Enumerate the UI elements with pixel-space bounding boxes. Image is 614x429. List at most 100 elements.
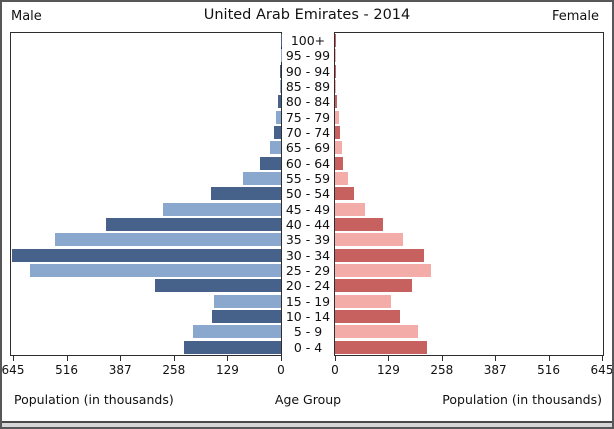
male-bar-row xyxy=(11,340,281,355)
male-bar-row xyxy=(11,171,281,186)
female-bar xyxy=(335,325,418,339)
female-bar-row xyxy=(335,278,603,293)
female-bar xyxy=(335,310,400,324)
axis-tick-label: 516 xyxy=(537,363,561,377)
axis-tick-label: 0 xyxy=(331,363,339,377)
female-bar xyxy=(335,218,384,232)
axis-tick xyxy=(120,356,122,361)
age-group-label: 100+ xyxy=(290,33,326,48)
male-bar-row xyxy=(11,309,281,324)
axis-tick-label: 645 xyxy=(590,363,614,377)
axis-tick-label: 645 xyxy=(1,363,25,377)
age-group-label: 30 - 34 xyxy=(285,247,331,263)
female-bar-row xyxy=(335,248,603,263)
male-bar-row xyxy=(11,33,281,48)
axis-tick-label: 129 xyxy=(376,363,400,377)
age-group-label: 55 - 59 xyxy=(285,170,331,186)
male-bar xyxy=(279,80,281,94)
female-bar xyxy=(335,248,424,262)
male-bar xyxy=(212,310,281,324)
axis-tick xyxy=(66,356,68,361)
male-bar-row xyxy=(11,125,281,140)
axis-tick-label: 516 xyxy=(55,363,79,377)
male-bar-row xyxy=(11,156,281,171)
female-axis-label: Population (in thousands) xyxy=(442,392,602,407)
axis-tick xyxy=(548,356,550,361)
male-bar xyxy=(193,325,281,339)
axis-tick-label: 129 xyxy=(215,363,239,377)
female-bar-row xyxy=(335,171,603,186)
female-bar-row xyxy=(335,156,603,171)
male-bar xyxy=(278,95,281,109)
age-group-label: 90 - 94 xyxy=(285,63,331,79)
age-group-label: 50 - 54 xyxy=(285,186,331,202)
female-bar xyxy=(335,294,391,308)
male-panel xyxy=(10,32,282,356)
male-bar xyxy=(214,294,281,308)
male-bar-row xyxy=(11,324,281,339)
male-bar xyxy=(280,64,281,78)
axis-tick xyxy=(281,356,282,361)
female-bar xyxy=(335,233,404,247)
female-bar xyxy=(335,187,355,201)
chart-bottom-edge xyxy=(0,421,614,423)
female-bar-row xyxy=(335,33,603,48)
female-bar-row xyxy=(335,202,603,217)
age-group-label: 95 - 99 xyxy=(285,48,331,64)
age-group-labels: 100+ 95 - 99 90 - 94 85 - 89 80 - 84 75 - 79 7… xyxy=(282,32,334,356)
axis-tick xyxy=(441,356,443,361)
male-bar xyxy=(242,172,281,186)
axis-tick xyxy=(173,356,175,361)
male-bar xyxy=(210,187,281,201)
male-bar xyxy=(183,340,281,354)
axis-tick-label: 387 xyxy=(483,363,507,377)
age-group-label: 35 - 39 xyxy=(285,232,331,248)
chart-title: United Arab Emirates - 2014 xyxy=(203,7,411,23)
female-bar xyxy=(335,172,349,186)
axis-tick xyxy=(602,356,603,361)
age-group-label: 10 - 14 xyxy=(285,308,331,324)
age-group-label: 65 - 69 xyxy=(285,140,331,156)
female-bar xyxy=(335,126,341,140)
female-bar xyxy=(335,340,428,354)
female-bar-row xyxy=(335,309,603,324)
axis-tick xyxy=(335,356,336,361)
female-bar-row xyxy=(335,324,603,339)
female-bar xyxy=(335,141,342,155)
male-bar xyxy=(163,202,281,216)
age-group-label: 45 - 49 xyxy=(285,201,331,217)
male-bar xyxy=(105,218,281,232)
age-group-label: 0 - 4 xyxy=(293,339,323,355)
male-bar-row xyxy=(11,278,281,293)
female-bar-row xyxy=(335,186,603,201)
male-bar-row xyxy=(11,217,281,232)
axis-tick-label: 0 xyxy=(277,363,285,377)
male-bar xyxy=(54,233,281,247)
female-panel xyxy=(334,32,604,356)
female-bar-row xyxy=(335,340,603,355)
age-group-label: 5 - 9 xyxy=(293,324,323,340)
male-bar-row xyxy=(11,294,281,309)
age-group-label: 80 - 84 xyxy=(285,94,331,110)
male-bar-row xyxy=(11,248,281,263)
female-bar xyxy=(335,279,412,293)
female-bar-row xyxy=(335,48,603,63)
male-bar-row xyxy=(11,64,281,79)
male-bar-row xyxy=(11,79,281,94)
female-bar-row xyxy=(335,125,603,140)
age-group-label: 60 - 64 xyxy=(285,155,331,171)
axis-tick-label: 387 xyxy=(108,363,132,377)
male-bar-row xyxy=(11,94,281,109)
male-bar-row xyxy=(11,48,281,63)
age-group-label: 25 - 29 xyxy=(285,262,331,278)
female-bar-row xyxy=(335,263,603,278)
male-bar-row xyxy=(11,263,281,278)
male-axis-label: Population (in thousands) xyxy=(14,392,174,407)
male-bar xyxy=(270,141,281,155)
male-bar xyxy=(30,264,281,278)
female-bar-row xyxy=(335,232,603,247)
female-bar-row xyxy=(335,217,603,232)
male-bar-row xyxy=(11,110,281,125)
female-bar xyxy=(335,80,337,94)
